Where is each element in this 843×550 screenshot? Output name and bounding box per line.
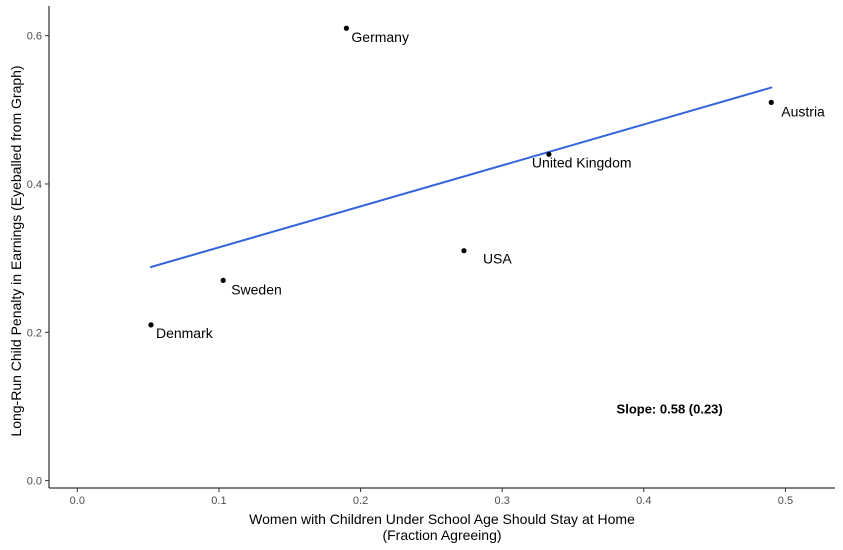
x-tick-label: 0.0 <box>70 495 85 507</box>
point-label: Austria <box>781 103 825 119</box>
data-point <box>148 322 154 328</box>
point-label: Denmark <box>156 325 214 341</box>
x-tick-label: 0.4 <box>636 495 651 507</box>
point-label: Germany <box>351 29 409 45</box>
y-axis-title: Long-Run Child Penalty in Earnings (Eyeb… <box>8 65 24 436</box>
y-axis-ticks: 0.0 0.2 0.4 0.6 <box>27 31 49 488</box>
data-point <box>343 25 350 31</box>
fit-line-group <box>149 86 773 269</box>
point-label: USA <box>483 251 512 267</box>
x-tick-label: 0.3 <box>495 495 510 507</box>
point-labels: Germany Austria United Kingdom USA Sweden Den… <box>156 29 825 341</box>
data-points <box>148 25 774 328</box>
x-tick-label: 0.5 <box>778 495 793 507</box>
point-label: Sweden <box>231 281 282 297</box>
axes <box>48 6 835 489</box>
y-tick-label: 0.4 <box>27 179 42 191</box>
y-tick-label: 0.6 <box>27 31 42 43</box>
y-tick-label: 0.2 <box>27 327 42 339</box>
data-point <box>461 248 467 254</box>
x-axis-title-line2: (Fraction Agreeing) <box>382 527 501 543</box>
data-point <box>768 99 774 105</box>
x-tick-label: 0.2 <box>353 495 368 507</box>
data-point <box>220 277 226 283</box>
x-axis-title-line1: Women with Children Under School Age Sho… <box>249 511 635 527</box>
x-axis-ticks: 0.0 0.1 0.2 0.3 0.4 0.5 <box>70 488 793 507</box>
x-tick-label: 0.1 <box>211 495 226 507</box>
data-point <box>546 151 552 157</box>
y-tick-label: 0.0 <box>27 476 42 488</box>
fit-line <box>149 86 773 269</box>
point-label: United Kingdom <box>532 154 632 170</box>
annotation-slope: Slope: 0.58 (0.23) <box>617 402 723 417</box>
